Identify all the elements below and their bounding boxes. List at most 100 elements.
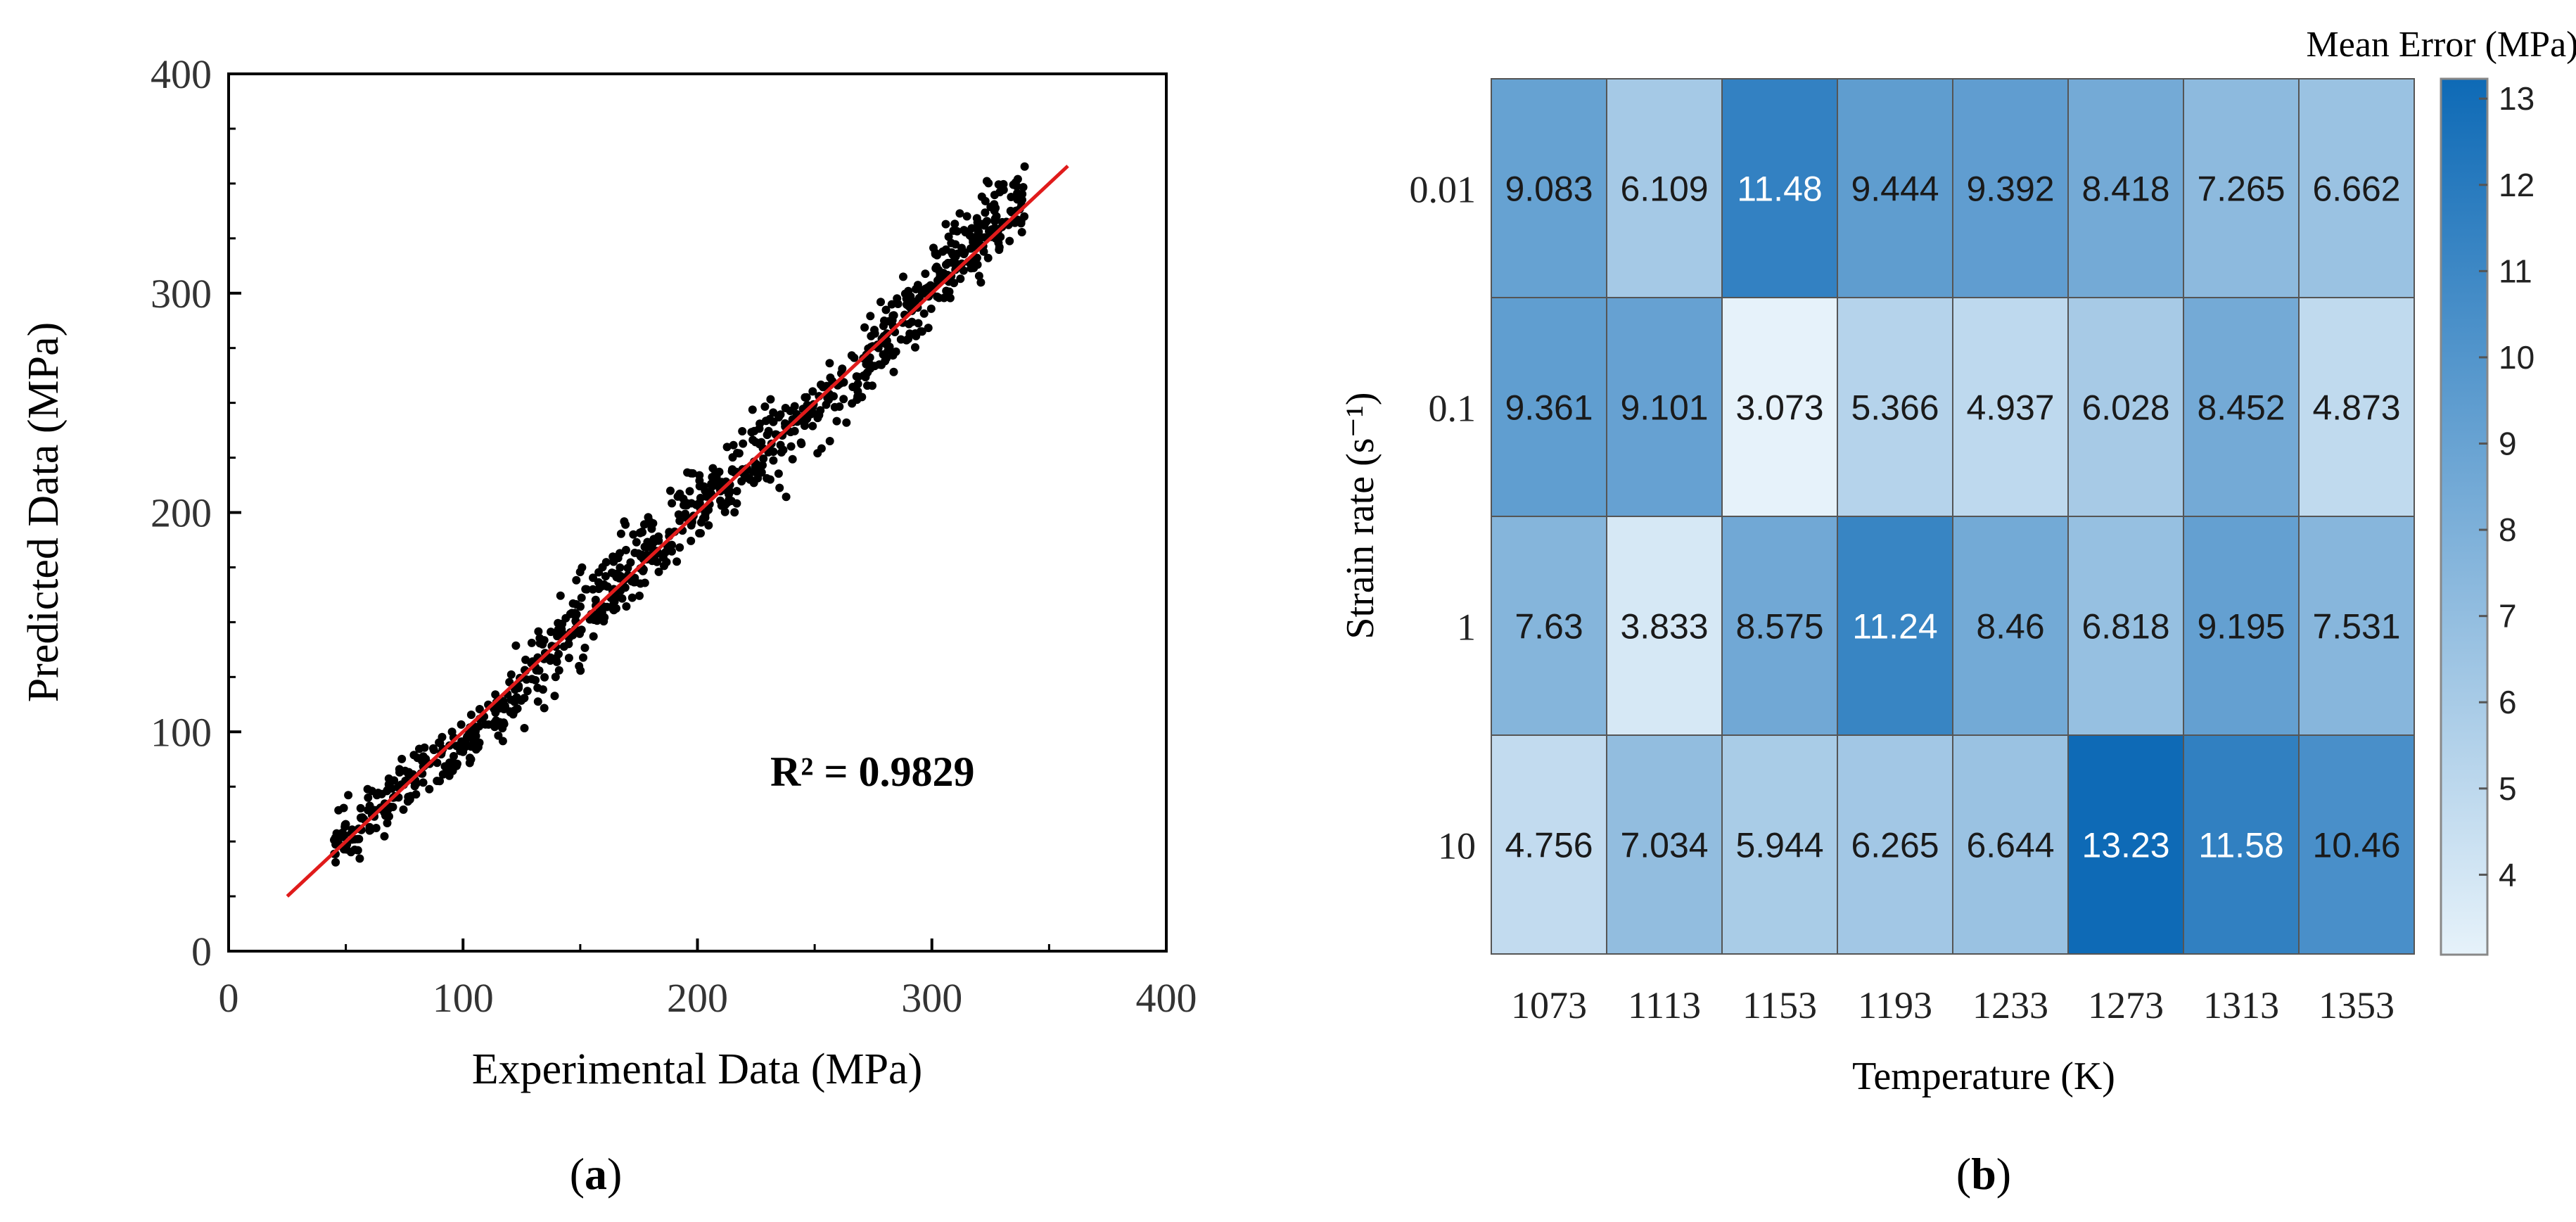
scatter-point: [729, 440, 738, 450]
scatter-point: [1006, 206, 1015, 215]
scatter-point: [419, 778, 428, 787]
scatter-point: [860, 323, 869, 332]
scatter-point: [339, 803, 348, 813]
scatter-point: [616, 563, 625, 572]
scatter-point: [429, 744, 438, 753]
scatter-point: [681, 509, 690, 518]
scatter-y-tick-label: 200: [151, 490, 212, 536]
scatter-point: [853, 379, 862, 388]
scatter-point: [715, 467, 724, 476]
scatter-point: [947, 238, 956, 248]
heatmap-x-tick-label: 1233: [1972, 984, 2048, 1026]
scatter-point: [983, 217, 991, 226]
scatter-point: [1005, 236, 1014, 246]
scatter-point: [848, 399, 857, 408]
heatmap-cell-label: 11.48: [1737, 170, 1822, 209]
scatter-point: [763, 431, 772, 440]
heatmap-cell-label: 7.034: [1620, 826, 1708, 865]
scatter-point: [704, 521, 713, 530]
heatmap-cell: [2298, 297, 2415, 517]
heatmap-cell-label: 4.756: [1505, 826, 1593, 865]
heatmap-x-tick-labels: 1073 1113 1153 1193 1233 1273 1313 1353: [1511, 984, 2395, 1026]
scatter-point: [708, 464, 718, 473]
scatter-point: [835, 402, 844, 411]
heatmap-cell: [1606, 78, 1723, 298]
scatter-point: [685, 487, 694, 496]
scatter-point: [921, 269, 930, 279]
heatmap-cell: [1837, 516, 1953, 736]
heatmap-cell: [1721, 516, 1838, 736]
scatter-point: [433, 777, 442, 785]
heatmap-cell-label: 4.873: [2312, 388, 2400, 428]
scatter-point: [763, 473, 772, 483]
scatter-point: [388, 803, 397, 812]
scatter-point: [877, 360, 886, 369]
scatter-point: [757, 468, 766, 477]
scatter-point: [779, 445, 788, 454]
scatter-point: [957, 243, 967, 253]
scatter-point: [802, 393, 811, 402]
scatter-point: [640, 542, 649, 552]
heatmap-cell-label: 9.195: [2197, 607, 2285, 647]
scatter-point: [520, 694, 529, 703]
scatter-point: [623, 564, 632, 573]
scatter-point: [889, 311, 898, 320]
heatmap-x-tick-label: 1153: [1742, 984, 1817, 1026]
scatter-ticks: 0 100 200 300 400 0 100 200 300 400: [151, 51, 1197, 1021]
scatter-point: [730, 508, 739, 517]
scatter-point: [936, 269, 945, 278]
scatter-point: [962, 212, 971, 221]
heatmap-cell: [1952, 516, 2069, 736]
scatter-point: [776, 410, 785, 419]
scatter-point: [839, 395, 848, 404]
scatter-point: [572, 575, 581, 585]
scatter-point: [571, 611, 580, 620]
scatter-point: [1020, 162, 1029, 171]
scatter-point: [956, 274, 965, 284]
scatter-point: [622, 602, 631, 611]
scatter-point: [737, 477, 746, 486]
heatmap-x-tick-label: 1113: [1628, 984, 1701, 1026]
scatter-point: [891, 347, 900, 356]
scatter-point: [491, 708, 500, 717]
heatmap-cell: [2067, 78, 2184, 298]
heatmap-y-axis-label: Strain rate (s⁻¹): [1339, 392, 1382, 639]
scatter-point: [816, 406, 825, 415]
heatmap-cell-labels: 9.083 6.109 11.48 9.444 9.392 8.418 7.265 6.662…: [1505, 170, 2400, 865]
colorbar-tick-label: 11: [2499, 253, 2532, 289]
scatter-point: [932, 262, 941, 272]
scatter-point: [400, 766, 409, 775]
heatmap-cell-label: 6.028: [2081, 388, 2169, 428]
scatter-point: [867, 363, 875, 372]
scatter-point: [675, 516, 684, 526]
scatter-point: [572, 600, 581, 609]
scatter-point: [974, 218, 983, 227]
scatter-point: [506, 670, 516, 679]
scatter-point: [447, 727, 457, 737]
heatmap-cell-label: 6.818: [2081, 607, 2169, 647]
scatter-point: [616, 549, 625, 558]
scatter-point: [695, 499, 704, 508]
scatter-point: [680, 501, 688, 509]
scatter-point: [564, 654, 573, 663]
colorbar-title: Mean Error (MPa): [2307, 25, 2576, 65]
scatter-y-tick-label: 100: [151, 709, 212, 755]
scatter-point: [554, 666, 563, 675]
heatmap-cell: [2298, 516, 2415, 736]
heatmap-cell-label: 7.63: [1515, 607, 1583, 647]
heatmap-cell-label: 9.083: [1505, 170, 1593, 209]
scatter-point: [654, 536, 663, 545]
scatter-point: [506, 695, 516, 704]
heatmap-cell: [1491, 734, 1607, 955]
scatter-point: [632, 537, 641, 547]
scatter-point: [531, 675, 540, 685]
scatter-point: [675, 543, 684, 552]
colorbar-tick-label: 12: [2499, 167, 2534, 203]
scatter-point: [594, 585, 604, 593]
scatter-point: [540, 704, 549, 713]
scatter-point: [746, 475, 755, 484]
scatter-point: [774, 469, 783, 478]
heatmap-y-tick-label: 0.01: [1410, 169, 1477, 211]
heatmap-cell: [2067, 297, 2184, 517]
